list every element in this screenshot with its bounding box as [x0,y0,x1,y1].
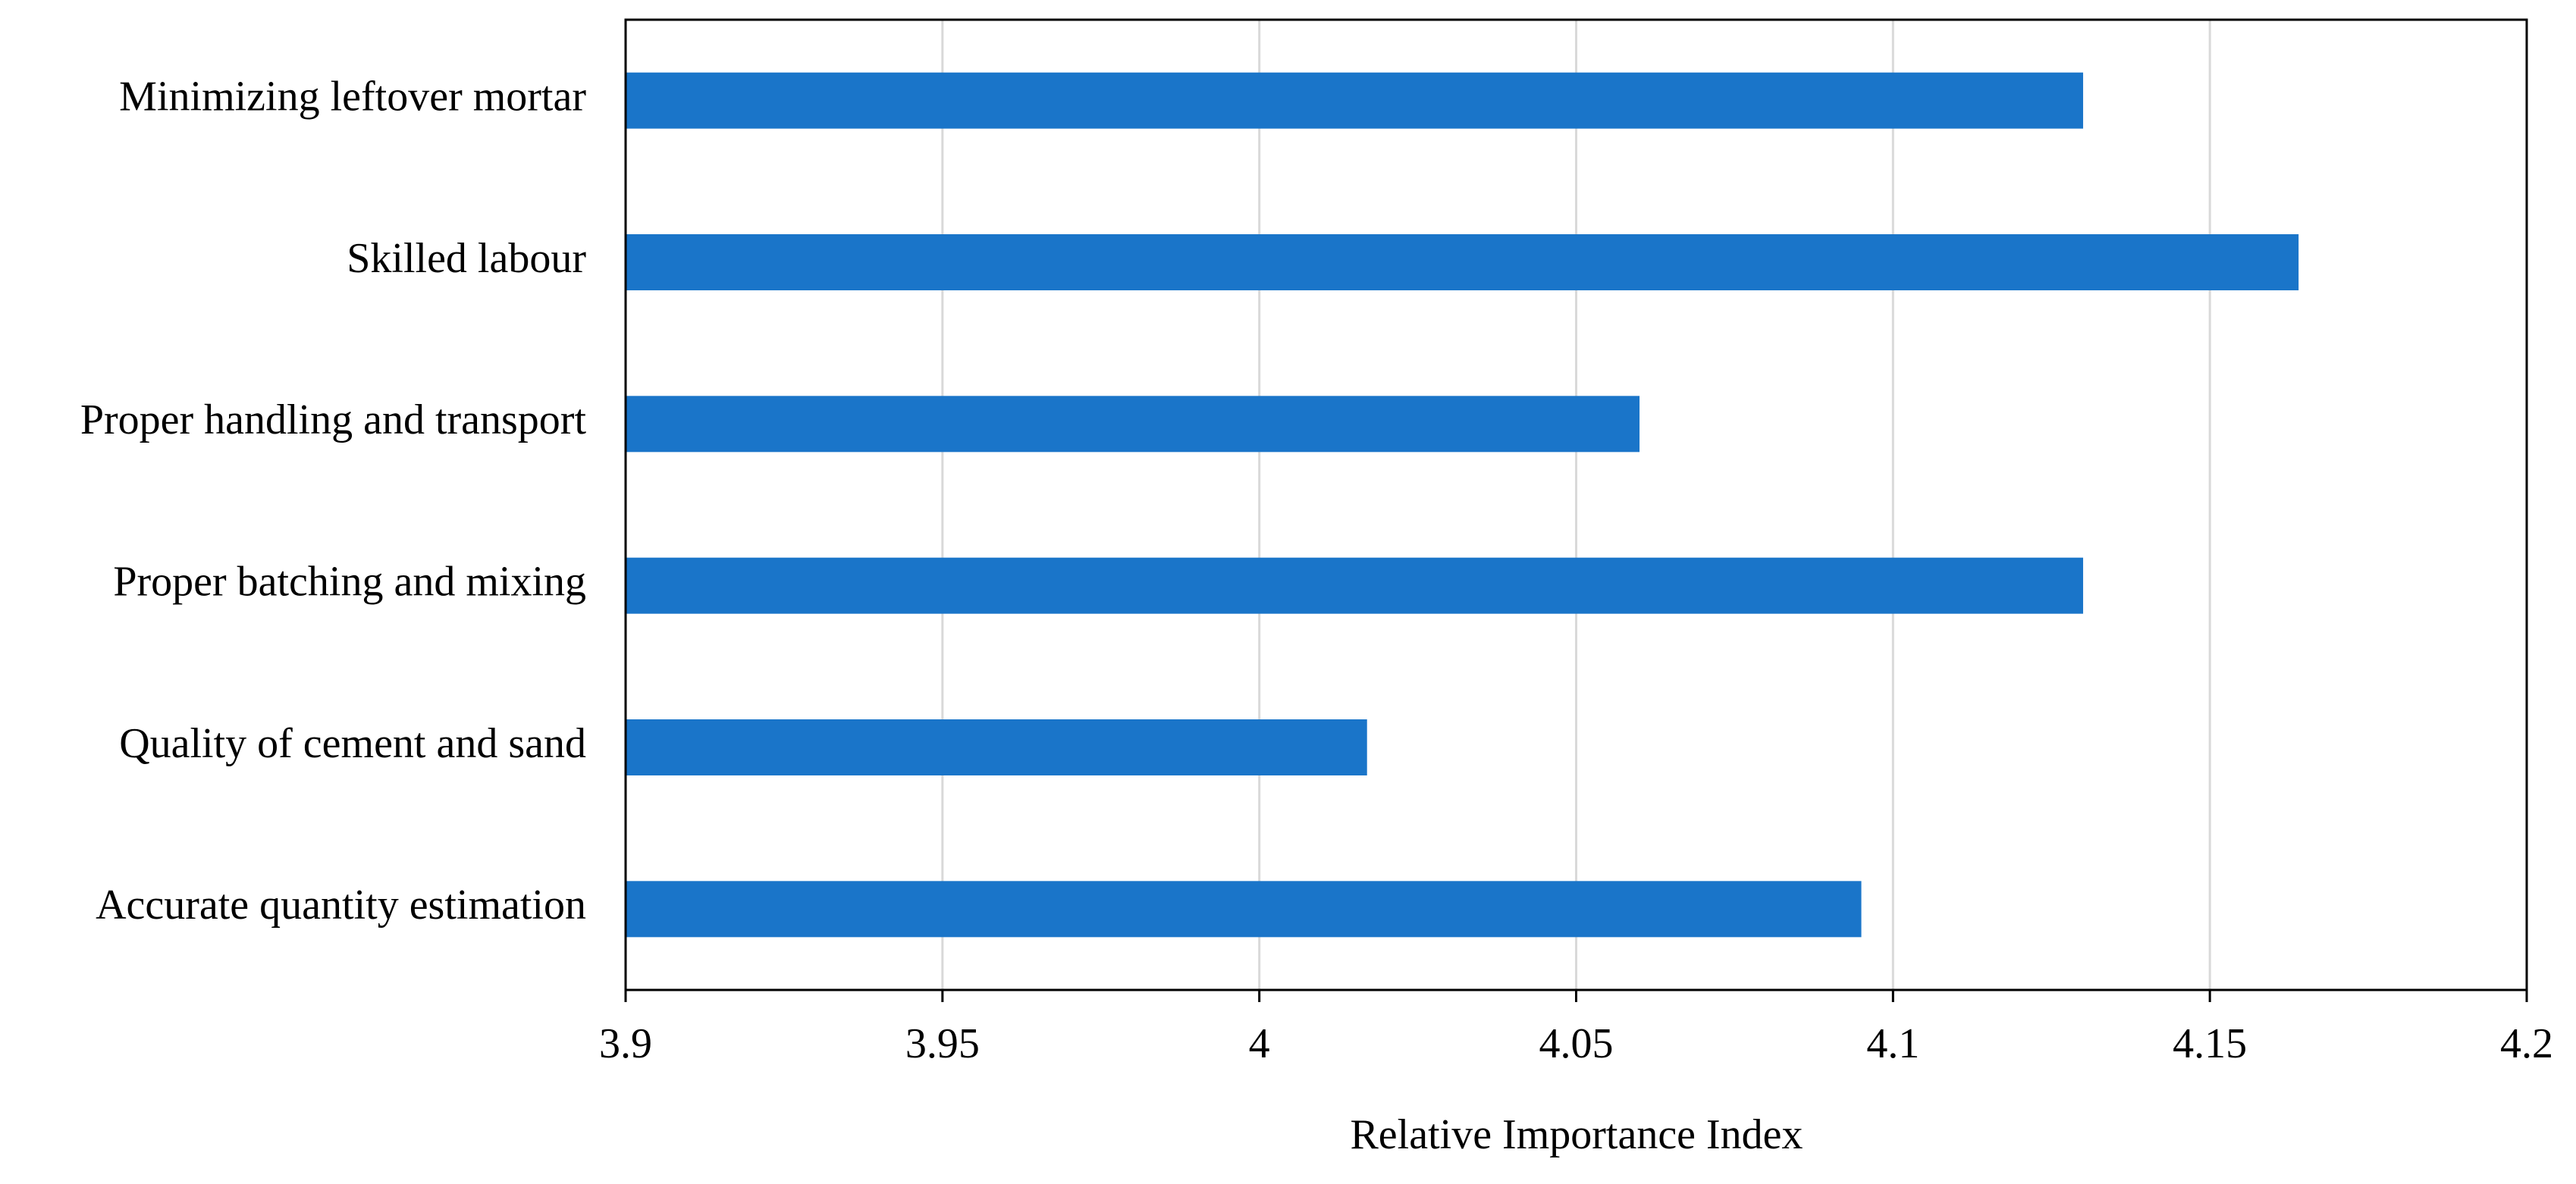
bar [626,234,2299,290]
x-tick-label: 4.1 [1866,1020,1919,1067]
y-tick-label: Proper batching and mixing [113,559,586,606]
x-tick-label: 4 [1249,1020,1270,1067]
x-tick-label: 3.9 [599,1020,652,1067]
y-tick-label: Proper handling and transport [80,396,587,443]
plot-frame [624,18,2528,991]
x-tick-label: 4.2 [2500,1020,2553,1067]
bar [626,557,2084,614]
x-tick-label: 4.05 [1539,1020,1614,1067]
y-tick-label: Accurate quantity estimation [96,882,586,929]
bar [626,719,1367,775]
y-tick-label: Minimizing leftover mortar [119,74,586,121]
bar [626,396,1640,453]
x-axis-label: Relative Importance Index [1350,1111,1803,1158]
y-tick-label: Skilled labour [347,235,586,282]
x-tick-label: 4.15 [2173,1020,2247,1067]
y-tick-label: Quality of cement and sand [119,720,586,767]
bar [626,881,1862,938]
x-tick-label: 3.95 [905,1020,980,1067]
bar [626,72,2084,129]
